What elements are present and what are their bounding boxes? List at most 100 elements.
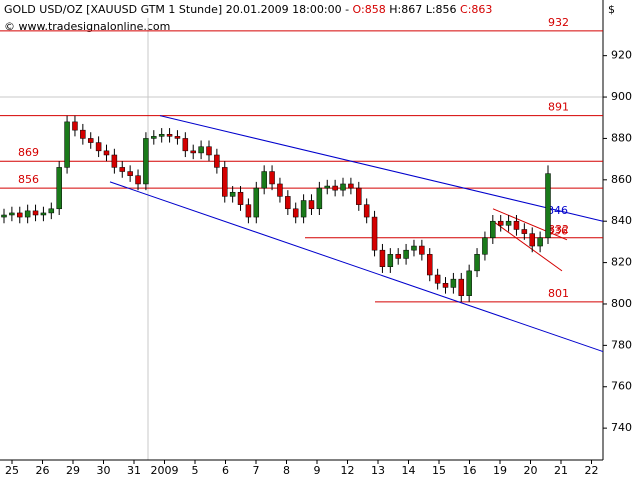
- candle-body: [206, 146, 212, 156]
- level-label: 856: [18, 173, 39, 186]
- candle-body: [119, 167, 126, 172]
- candle-body: [537, 237, 543, 247]
- candle-body: [72, 121, 78, 131]
- x-tick-label: 5: [192, 464, 199, 477]
- candle-body: [1, 214, 7, 218]
- close-label: C:863: [460, 3, 492, 16]
- candle-body: [419, 245, 425, 255]
- candle-body: [426, 254, 433, 276]
- candle-body: [40, 212, 47, 216]
- candle-body: [143, 138, 149, 185]
- candle-body: [308, 200, 315, 210]
- candle-body: [253, 187, 260, 218]
- x-tick-label: 31: [127, 464, 141, 477]
- candle-body: [182, 138, 189, 152]
- candle-body: [395, 254, 401, 259]
- x-tick-label: 26: [36, 464, 50, 477]
- candle-body: [151, 136, 157, 139]
- candle-body: [174, 136, 181, 139]
- candle-body: [80, 129, 86, 139]
- x-tick-label: 13: [371, 464, 385, 477]
- currency: $: [608, 3, 615, 16]
- high-label: H:867: [389, 3, 422, 16]
- x-tick-label: 16: [463, 464, 477, 477]
- y-tick-label: 800: [611, 297, 632, 310]
- level-label: 801: [548, 287, 569, 300]
- candle-body: [214, 154, 220, 168]
- candle-body: [135, 175, 141, 185]
- candle-body: [190, 150, 196, 154]
- x-tick-label: 20: [524, 464, 538, 477]
- chart-title: GOLD USD/OZ [XAUUSD GTM 1 Stunde] 20.01.…: [4, 3, 492, 16]
- candle-body: [198, 146, 204, 154]
- candle-body: [332, 185, 338, 191]
- level-label: 869: [18, 146, 39, 159]
- y-tick-label: 760: [611, 380, 632, 393]
- candle-body: [411, 245, 417, 251]
- candle-body: [505, 220, 512, 226]
- x-tick-label: 21: [554, 464, 568, 477]
- candle-body: [513, 220, 520, 230]
- candle-body: [166, 134, 173, 137]
- level-label: 832: [548, 223, 569, 236]
- y-tick-label: 900: [611, 90, 632, 103]
- candle-body: [17, 212, 23, 218]
- candle-body: [277, 183, 283, 197]
- candle-body: [237, 191, 244, 205]
- candle-body: [474, 254, 480, 272]
- x-tick-label: 8: [283, 464, 290, 477]
- candle-body: [103, 150, 110, 156]
- y-tick-label: 740: [611, 421, 632, 434]
- candle-body: [466, 270, 472, 296]
- x-tick-label: 19: [493, 464, 507, 477]
- candle-body: [529, 233, 535, 247]
- x-tick-label: 29: [66, 464, 80, 477]
- candle-body: [56, 167, 62, 210]
- level-label: 932: [548, 16, 569, 29]
- candle-body: [363, 204, 370, 218]
- candle-body: [442, 283, 449, 288]
- trend-line: [159, 115, 604, 222]
- x-tick-label: 12: [341, 464, 355, 477]
- candle-body: [48, 208, 55, 214]
- candle-body: [269, 171, 275, 185]
- candle-body: [403, 249, 409, 259]
- candle-body: [229, 191, 236, 197]
- level-label: 891: [548, 101, 569, 114]
- y-tick-label: 920: [611, 49, 632, 62]
- candle-body: [450, 278, 457, 288]
- annotation: 846: [547, 204, 568, 217]
- trend-line: [492, 208, 568, 241]
- candle-body: [222, 167, 228, 197]
- candle-body: [87, 138, 94, 143]
- x-tick-label: 14: [402, 464, 416, 477]
- y-tick-label: 780: [611, 338, 632, 351]
- trend-line: [109, 181, 604, 353]
- candle-body: [261, 171, 267, 189]
- y-tick-label: 840: [611, 214, 632, 227]
- low-label: L:856: [426, 3, 457, 16]
- candle-body: [245, 204, 252, 218]
- candle-body: [127, 171, 133, 176]
- candle-body: [300, 200, 307, 218]
- candle-body: [356, 187, 362, 205]
- candle-body: [458, 278, 465, 296]
- x-tick-label: 22: [585, 464, 599, 477]
- candle-body: [9, 212, 15, 216]
- candle-body: [24, 210, 31, 218]
- candle-body: [379, 249, 386, 267]
- trend-line: [492, 220, 563, 272]
- candle-body: [348, 183, 354, 189]
- x-tick-label: 25: [5, 464, 19, 477]
- x-tick-label: 15: [432, 464, 446, 477]
- y-tick-label: 860: [611, 173, 632, 186]
- candle-body: [434, 274, 441, 284]
- candle-body: [521, 229, 528, 234]
- candle-body: [387, 254, 394, 267]
- candle-body: [111, 154, 118, 168]
- y-tick-label: 820: [611, 256, 632, 269]
- candle-body: [316, 187, 323, 210]
- x-tick-label: 2009: [151, 464, 179, 477]
- x-tick-label: 7: [253, 464, 260, 477]
